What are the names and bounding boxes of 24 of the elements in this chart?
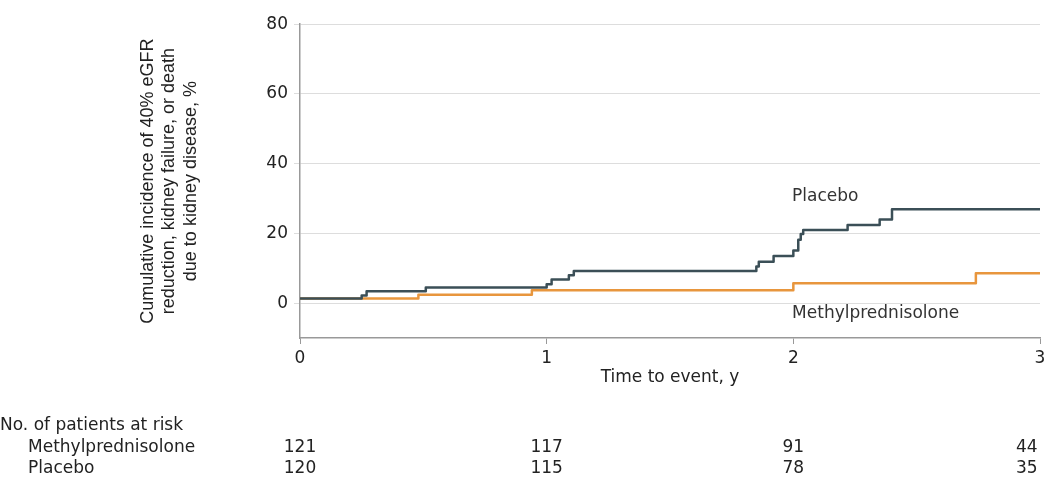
x-axis-title: Time to event, y bbox=[599, 366, 740, 387]
x-tick-label: 3 bbox=[1034, 346, 1046, 367]
x-tick-label: 1 bbox=[541, 346, 553, 367]
y-tick-label: 40 bbox=[266, 152, 288, 173]
y-tick-label: 60 bbox=[266, 82, 288, 103]
series-label: Methylprednisolone bbox=[792, 302, 960, 323]
y-tick-label: 80 bbox=[266, 12, 288, 33]
text: No. of patients at risk bbox=[0, 414, 184, 434]
text: 117 bbox=[530, 436, 563, 456]
x-tick-label: 0 bbox=[294, 346, 306, 367]
text: Methylprednisolone bbox=[28, 436, 196, 456]
series-label: Placebo bbox=[792, 185, 859, 206]
y-tick-label: 0 bbox=[277, 291, 288, 312]
text: 78 bbox=[782, 457, 805, 477]
text: 91 bbox=[782, 436, 805, 456]
text: 115 bbox=[530, 457, 563, 477]
text: 121 bbox=[283, 436, 317, 456]
y-tick-label: 20 bbox=[266, 221, 288, 242]
x-tick-label: 2 bbox=[787, 346, 799, 367]
text: 120 bbox=[283, 457, 317, 477]
text: Placebo bbox=[28, 457, 95, 477]
text: 44 bbox=[1016, 436, 1038, 456]
y-axis-title: Cumulative incidence of 40% eGFR reduction, kidney failure, or death due to kidney disease, % bbox=[136, 38, 200, 324]
text: 35 bbox=[1016, 457, 1038, 477]
